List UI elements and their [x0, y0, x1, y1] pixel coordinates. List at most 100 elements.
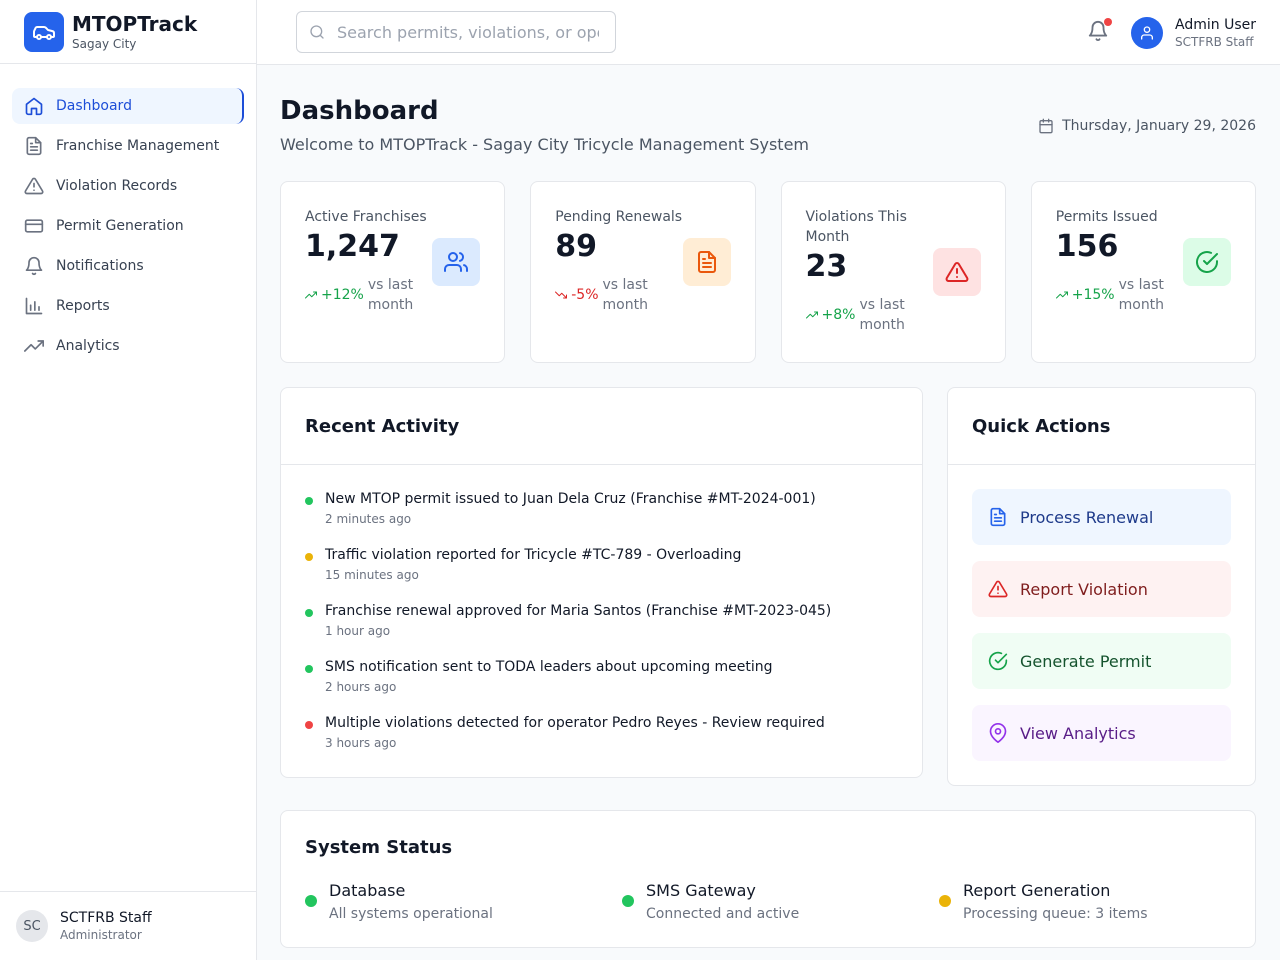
stat-change-value: +12% [321, 287, 364, 303]
stat-label: Active Franchises [305, 209, 427, 225]
search-box[interactable] [296, 11, 616, 53]
sidebar-item-label: Analytics [56, 338, 120, 354]
status-dot [305, 665, 313, 673]
stat-value: 1,247 [305, 229, 400, 264]
activity-message: SMS notification sent to TODA leaders ab… [325, 659, 773, 675]
app-subtitle: Sagay City [72, 36, 137, 51]
sidebar-item-label: Permit Generation [56, 218, 184, 234]
sidebar-item-violation-records[interactable]: Violation Records [12, 168, 244, 204]
stat-change-note: vs last month [367, 277, 414, 313]
map-pin-icon [989, 723, 1007, 743]
status-name: Database [329, 881, 406, 900]
current-date: Thursday, January 29, 2026 [1038, 118, 1256, 134]
sidebar-nav: Dashboard Franchise Management Violation… [0, 64, 256, 364]
brand: MTOPTrack Sagay City [0, 0, 256, 64]
activity-time: 2 minutes ago [325, 512, 412, 526]
file-text-icon [990, 507, 1006, 527]
process-renewal-button[interactable]: Process Renewal [972, 489, 1231, 545]
stat-value: 156 [1055, 229, 1119, 264]
stat-card-pending-renewals: Pending Renewals 89 -5% vs last month [530, 181, 756, 363]
status-item-database: Database All systems operational [305, 879, 622, 924]
user-name: Admin User [1175, 17, 1256, 33]
button-label: Process Renewal [1020, 507, 1154, 527]
sidebar-item-franchise-management[interactable]: Franchise Management [12, 128, 244, 164]
app-title: MTOPTrack [72, 11, 198, 36]
status-dot [305, 497, 313, 505]
search-input[interactable] [337, 22, 599, 42]
alert-triangle-icon [988, 580, 1008, 598]
trending-up-icon [805, 311, 818, 319]
sidebar-item-permit-generation[interactable]: Permit Generation [12, 208, 244, 244]
calendar-icon [1039, 118, 1053, 134]
file-icon [26, 136, 42, 156]
check-circle-icon [1183, 238, 1231, 286]
button-label: Generate Permit [1020, 651, 1152, 671]
trending-down-icon [555, 291, 568, 299]
sidebar-item-label: Violation Records [56, 178, 178, 194]
stat-change-note: vs last month [859, 297, 905, 333]
user-icon [1131, 17, 1163, 49]
status-description: Processing queue: 3 items [963, 906, 1148, 922]
bell-icon [25, 256, 43, 276]
avatar: SC [16, 910, 48, 942]
sidebar: MTOPTrack Sagay City Dashboard Franchise… [0, 0, 257, 960]
car-icon [24, 11, 64, 52]
user-role: SCTFRB Staff [1175, 35, 1254, 49]
credit-card-icon [24, 219, 44, 233]
file-text-icon [682, 238, 731, 286]
top-bar: Admin User SCTFRB Staff [257, 0, 1280, 65]
user-menu[interactable]: Admin User SCTFRB Staff [1131, 16, 1256, 50]
status-item-report-generation: Report Generation Processing queue: 3 it… [939, 879, 1256, 924]
activity-time: 3 hours ago [325, 736, 397, 750]
sidebar-item-reports[interactable]: Reports [12, 288, 244, 324]
view-analytics-button[interactable]: View Analytics [972, 705, 1231, 761]
activity-item: New MTOP permit issued to Juan Dela Cruz… [305, 489, 898, 545]
bell-icon [1088, 21, 1108, 42]
sidebar-item-notifications[interactable]: Notifications [12, 248, 244, 284]
bar-chart-icon [25, 297, 43, 315]
recent-activity-title: Recent Activity [281, 388, 922, 465]
stat-value: 89 [555, 229, 597, 264]
status-dot [305, 721, 313, 729]
sidebar-user-name: SCTFRB Staff [60, 910, 152, 926]
users-icon [432, 238, 481, 286]
home-icon [25, 97, 43, 116]
status-dot [305, 553, 313, 561]
stat-card-active-franchises: Active Franchises 1,247 +12% vs last mon… [280, 181, 506, 363]
status-dot [622, 895, 634, 907]
report-violation-button[interactable]: Report Violation [972, 561, 1231, 617]
stat-label: Violations This Month [805, 209, 907, 245]
activity-time: 2 hours ago [325, 680, 397, 694]
alert-triangle-icon [24, 177, 44, 195]
stat-card-violations-this-month: Violations This Month 23 +8% vs last mon… [780, 181, 1006, 363]
trending-up-icon [24, 340, 44, 352]
stat-change-value: -5% [571, 287, 599, 303]
sidebar-item-label: Notifications [56, 258, 144, 274]
trending-up-icon [305, 291, 317, 299]
button-label: View Analytics [1020, 723, 1136, 743]
stat-change-value: +15% [1071, 287, 1115, 303]
status-dot [939, 895, 951, 907]
sidebar-user-role: Administrator [60, 928, 142, 942]
stat-change: +15% vs last month [1055, 275, 1231, 315]
activity-message: Franchise renewal approved for Maria San… [325, 603, 832, 619]
stat-change-value: +8% [821, 307, 856, 323]
notifications-button[interactable] [1087, 18, 1112, 42]
activity-list: New MTOP permit issued to Juan Dela Cruz… [281, 465, 922, 769]
generate-permit-button[interactable]: Generate Permit [972, 633, 1231, 689]
status-item-sms-gateway: SMS Gateway Connected and active [622, 879, 939, 924]
quick-actions-title: Quick Actions [948, 388, 1255, 465]
status-name: SMS Gateway [646, 881, 756, 900]
activity-time: 15 minutes ago [325, 568, 419, 582]
button-label: Report Violation [1020, 579, 1148, 599]
sidebar-item-analytics[interactable]: Analytics [12, 328, 244, 364]
status-dot [305, 609, 313, 617]
sidebar-item-dashboard[interactable]: Dashboard [12, 88, 244, 124]
stats-row: Active Franchises 1,247 +12% vs last mon… [280, 181, 1256, 363]
activity-item: Franchise renewal approved for Maria San… [305, 601, 898, 657]
sidebar-user[interactable]: SC SCTFRB Staff Administrator [0, 891, 256, 960]
activity-item: Multiple violations detected for operato… [305, 713, 898, 769]
status-description: Connected and active [646, 906, 800, 922]
search-icon [310, 25, 324, 39]
stat-change-note: vs last month [1118, 277, 1165, 313]
